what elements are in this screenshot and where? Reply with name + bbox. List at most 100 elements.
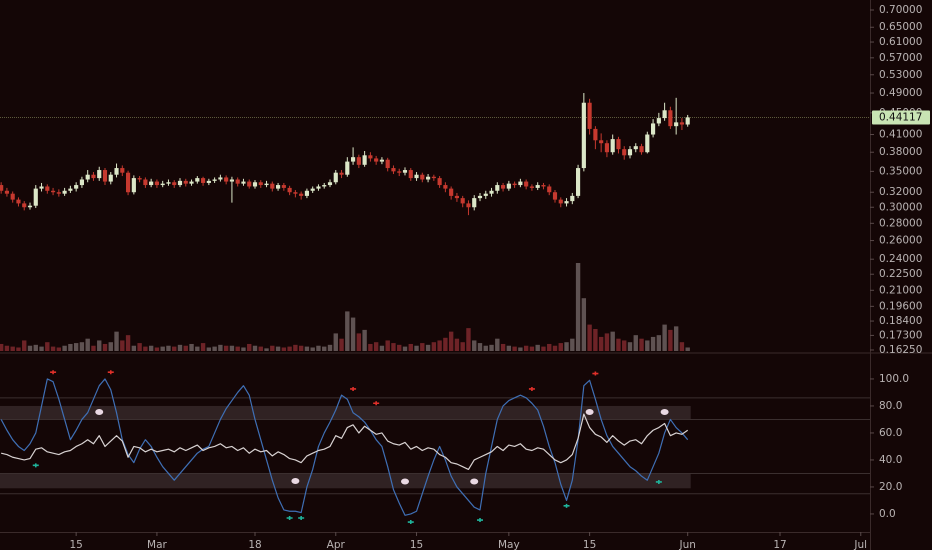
signal-dot [291,478,300,485]
volume-bar [322,346,327,351]
volume-bar [298,345,304,351]
volume-bar [356,333,362,351]
y-tick-label: 0.57000 [879,52,922,64]
candle-body [33,188,38,206]
candle-body [310,188,315,191]
candle-body [524,181,529,187]
volume-bar [206,347,212,351]
candle-body [16,199,21,204]
candle-body [541,185,546,187]
candle-body [564,201,569,204]
volume-bar [431,342,437,351]
candle-body [22,203,27,208]
candle-body [570,195,575,202]
candle-body [443,185,448,189]
candle-body [10,193,15,200]
volume-bar [391,343,396,351]
volume-bar [379,345,385,351]
candle-body [183,180,188,184]
candle-body [339,172,344,175]
volume-bar [4,345,10,351]
volume-bar [460,342,465,351]
volume-bar [218,344,223,351]
candle-body [385,159,390,169]
candle-body [258,182,263,186]
candle-body [201,178,206,183]
candle-body [552,192,558,200]
volume-bar [91,345,96,351]
candle-body [547,186,552,193]
y-tick-label: 0.28000 [879,217,922,229]
y-tick-label: 0.38000 [879,146,922,158]
candle-body [622,149,627,156]
volume-bar [662,324,667,351]
signal-marker [107,370,114,375]
y-tick-label: 0.53000 [879,69,922,81]
candle-body [662,110,667,119]
candle-body [327,182,333,186]
volume-bar [172,346,177,351]
candle-body [333,172,338,183]
candle-body [656,118,661,124]
candle-body [581,102,586,169]
candle-body [293,192,298,194]
volume-bar [304,346,310,351]
volume-bar [350,317,356,351]
y-tick-label: 0.26000 [879,235,922,247]
y-tick-label: 100.0 [879,373,909,385]
candle-body [0,185,4,191]
volume-bar [33,344,38,351]
y-tick-label: 0.61000 [879,36,922,48]
candle-body [270,183,275,189]
volume-bar [639,338,644,351]
volume-bar [137,343,142,351]
volume-bar [114,331,119,351]
oscillator-line [0,378,689,516]
volume-bar [166,345,171,351]
candle-body [489,190,494,194]
volume-bar [448,331,454,351]
candle-body [120,168,125,173]
candle-body [316,186,321,189]
candle-body [235,179,240,184]
signal-dot [585,409,594,416]
candle-body [379,159,384,162]
candle-body [79,179,84,186]
candle-body [651,123,656,135]
y-tick-label: 0.41000 [879,129,922,141]
volume-bar [483,345,488,351]
candle-body [154,181,159,186]
candle-body [345,161,350,175]
volume-bar [345,311,350,351]
x-tick-label: 15 [410,539,423,550]
candle-body [529,186,534,188]
candle-body [114,168,119,175]
volume-bar [287,346,292,351]
volume-bar [200,343,206,351]
candle-body [477,195,483,199]
volume-bar [125,335,131,351]
candle-body [39,186,44,189]
volume-bar [131,345,137,351]
candle-body [143,179,148,186]
candle-body [437,178,442,186]
candle-body [108,174,113,182]
candle-body [668,110,673,127]
volume-bar [97,340,102,351]
candle-body [56,192,61,194]
volume-bar [570,338,575,351]
volume-bar [258,346,263,351]
candle-body [472,198,477,208]
candle-body [172,182,177,186]
oscillator-band [0,405,691,420]
candle-body [576,168,581,196]
candle-body [633,146,638,150]
signal-dot [401,478,409,485]
volume-bar [85,338,90,351]
candle-body [685,117,690,125]
volume-bar [558,343,563,351]
volume-bar [385,340,390,351]
volume-bar [362,329,367,351]
